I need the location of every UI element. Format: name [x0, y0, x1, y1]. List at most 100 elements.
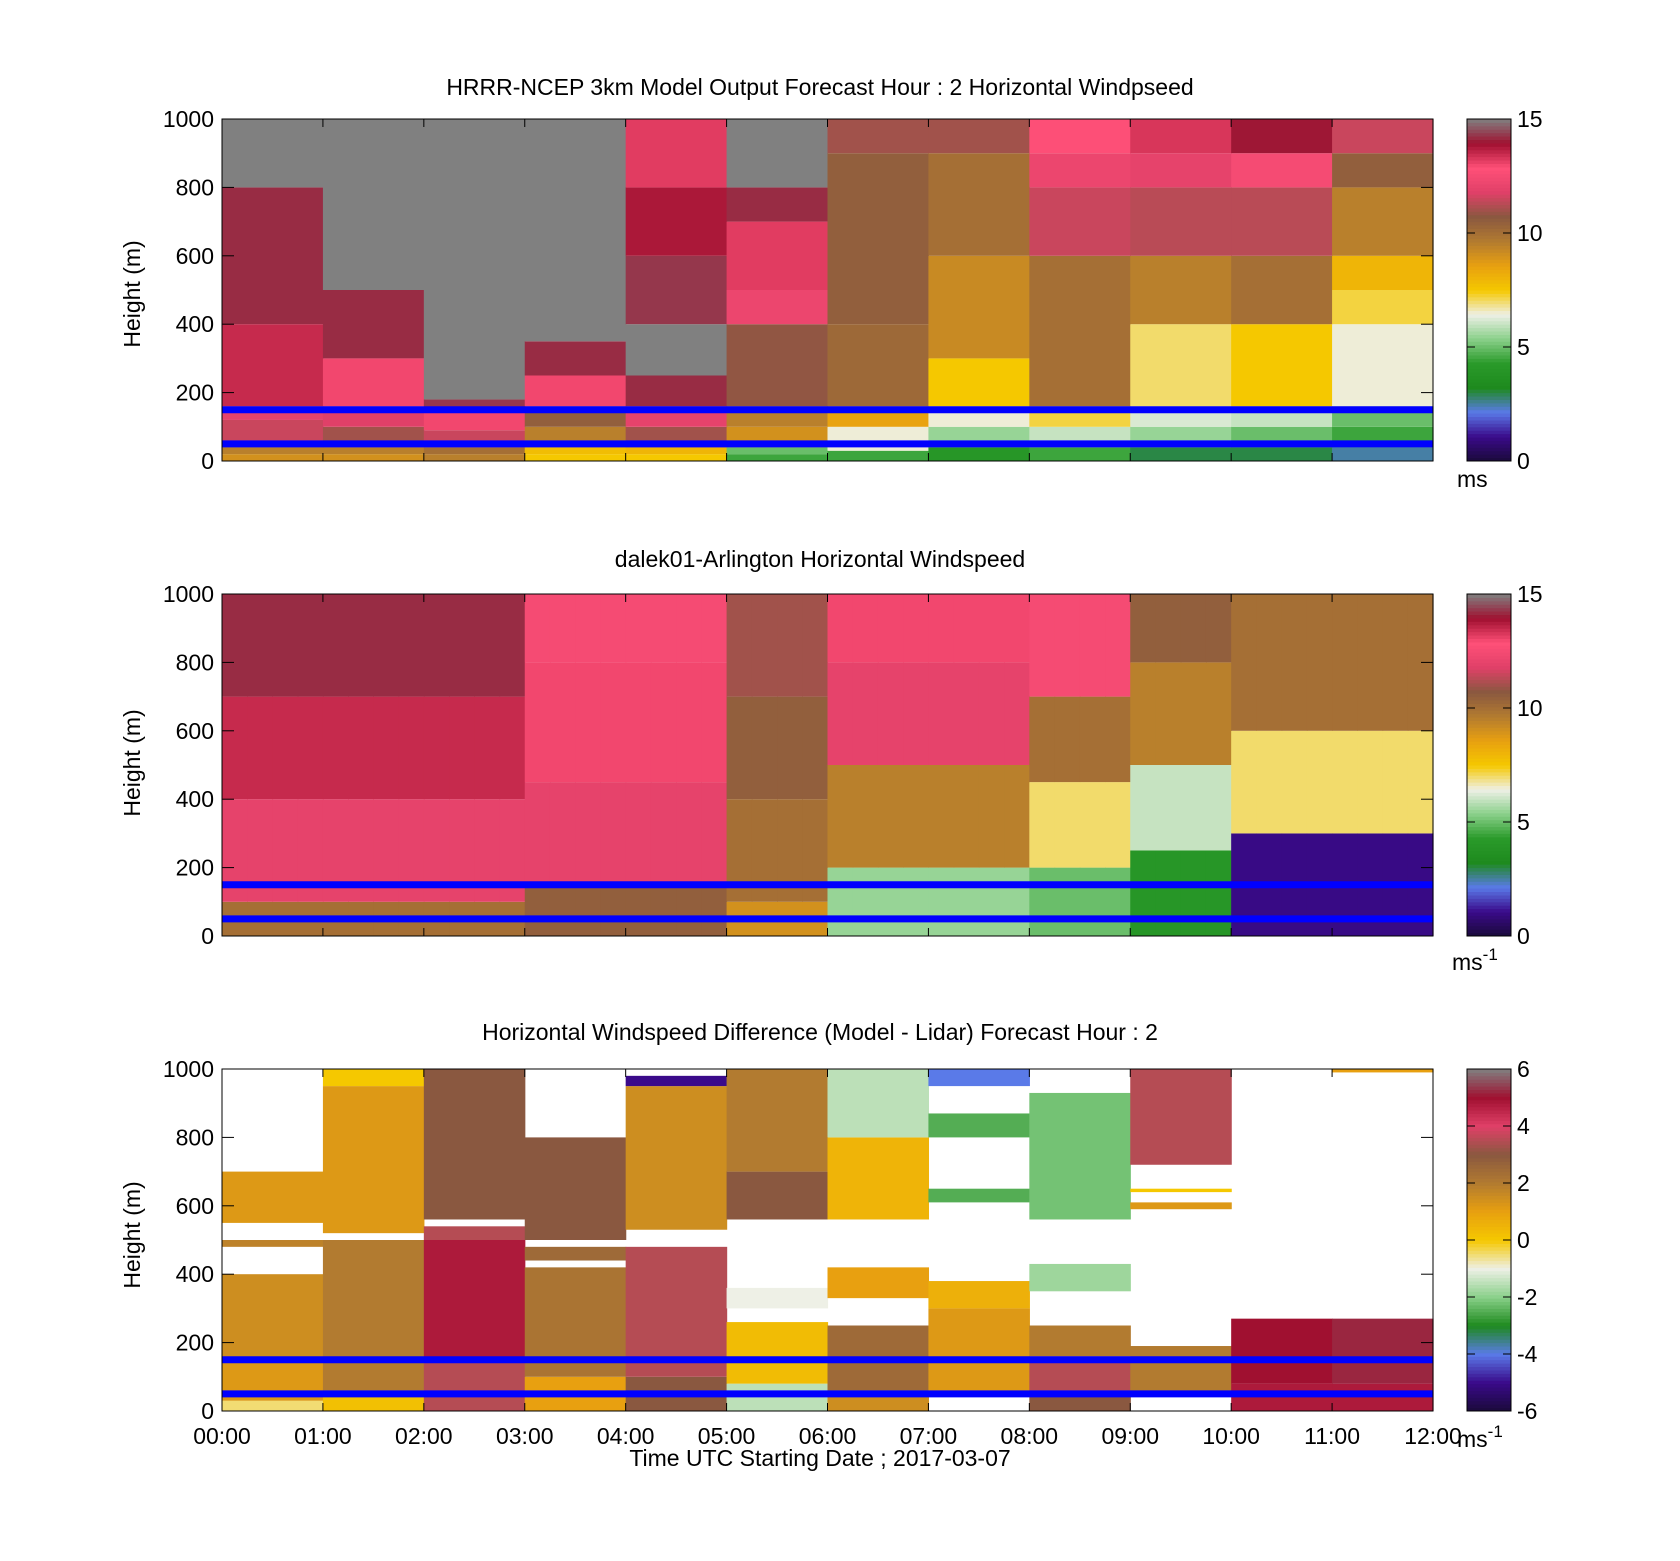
panel1-colorbar-swatch	[1467, 327, 1511, 332]
panel3-cell	[322, 1086, 425, 1234]
panel1-cell	[222, 324, 324, 407]
panel3-colorbar-swatch	[1467, 1380, 1511, 1385]
panel1-cell	[827, 119, 930, 154]
panel2-colorbar-swatch	[1467, 881, 1511, 886]
panel2-colorbar-swatch	[1467, 929, 1511, 934]
panel2-cell	[1079, 696, 1106, 783]
panel2-colorbar-swatch	[1467, 717, 1511, 722]
panel2-colorbar-swatch	[1467, 693, 1511, 698]
panel3-colorbar-swatch	[1467, 1123, 1511, 1128]
panel3-colorbar-swatch	[1467, 1147, 1511, 1152]
panel2-colorbar-swatch	[1467, 891, 1511, 896]
panel3-ytick-label: 0	[201, 1398, 214, 1424]
panel3-colorbar-swatch	[1467, 1171, 1511, 1176]
panel2-colorbar-swatch	[1467, 604, 1511, 609]
panel2-cell	[1079, 867, 1106, 936]
panel3-colorbar-swatch	[1467, 1332, 1511, 1337]
panel2-colorbar-swatch	[1467, 751, 1511, 756]
panel3-ytick-label: 800	[176, 1124, 214, 1150]
panel3-colorbar-swatch	[1467, 1089, 1511, 1094]
panel2-colorbar-swatch	[1467, 765, 1511, 769]
panel1-cell	[1231, 447, 1333, 461]
panel2-cell	[625, 662, 652, 783]
panel1-colorbar-swatch	[1467, 132, 1511, 137]
panel1-cell	[1332, 447, 1434, 461]
panel2-cell	[1105, 782, 1131, 868]
panel1-colorbar-swatch	[1467, 402, 1511, 407]
panel1-cell	[524, 375, 627, 407]
panel2-colorbar-swatch	[1467, 918, 1511, 923]
panel3-cell	[928, 1188, 1030, 1203]
panel1-colorbar-swatch	[1467, 211, 1511, 216]
panel3-cell	[222, 1274, 324, 1360]
panel1-colorbar-swatch	[1467, 293, 1511, 298]
panel3-ytick-label: 200	[176, 1330, 214, 1356]
panel1-colorbar-swatch	[1467, 413, 1511, 418]
panel2-colorbar-swatch	[1467, 884, 1511, 889]
panel2-colorbar-swatch	[1467, 648, 1511, 653]
panel2-cell	[1281, 730, 1308, 834]
panel2-cell	[600, 782, 627, 885]
panel3-xtick-label: 01:00	[294, 1423, 352, 1449]
panel2-cell	[676, 884, 702, 936]
panel3-xtick-label: 00:00	[193, 1423, 251, 1449]
panel1-cell	[827, 450, 930, 461]
panel1-colorbar-swatch	[1467, 290, 1511, 294]
panel2-cell	[827, 867, 854, 936]
panel3-colorbar-swatch	[1467, 1311, 1511, 1316]
panel2-colorbar-swatch	[1467, 867, 1511, 872]
panel3-colorbar-swatch	[1467, 1181, 1511, 1186]
panel2-cell	[1306, 594, 1333, 731]
panel2-colorbar-swatch	[1467, 915, 1511, 920]
panel2-cell	[474, 696, 501, 800]
panel1-colorbar-swatch	[1467, 320, 1511, 325]
panel1-colorbar-swatch	[1467, 160, 1511, 164]
panel1-colorbar-swatch	[1467, 296, 1511, 301]
panel2-colorbar-swatch	[1467, 624, 1511, 629]
panel3-colorbar-tick-label: 0	[1517, 1227, 1530, 1253]
panel1-colorbar-swatch	[1467, 266, 1511, 270]
panel2-colorbar-swatch	[1467, 874, 1511, 879]
panel3-colorbar-swatch	[1467, 1229, 1511, 1234]
panel2-colorbar-swatch	[1467, 871, 1511, 875]
panel2-cell	[1155, 850, 1182, 936]
panel2-cell	[953, 867, 980, 936]
panel2-cell	[600, 884, 627, 936]
panel1-colorbar-swatch	[1467, 300, 1511, 305]
panel3-heatmap: 0 200 400 600 800 1000 00:00 01:00 02:00 03:00 04:…	[163, 1056, 1462, 1449]
panel2-cell	[676, 782, 702, 885]
panel1-colorbar-swatch	[1467, 437, 1511, 441]
panel2-cell	[650, 884, 677, 936]
panel2-cell	[903, 765, 930, 868]
panel1-colorbar-swatch	[1467, 119, 1511, 123]
panel1-colorbar-swatch	[1467, 307, 1511, 312]
panel2-ytick-label: 800	[176, 649, 214, 675]
panel1-colorbar-swatch	[1467, 450, 1511, 455]
panel1-cell	[726, 221, 829, 290]
panel3-cell	[322, 1240, 425, 1391]
panel1-colorbar-swatch	[1467, 344, 1511, 349]
panel3-colorbar-swatch	[1467, 1287, 1511, 1292]
panel3-colorbar-swatch	[1467, 1260, 1511, 1265]
panel3-colorbar-tick-label: 4	[1517, 1113, 1530, 1139]
panel1-cell	[1130, 255, 1232, 325]
panel3-colorbar-swatch	[1467, 1154, 1511, 1159]
panel1-cell	[1332, 290, 1434, 325]
panel3-colorbar-swatch	[1467, 1346, 1511, 1350]
panel2-colorbar-swatch	[1467, 614, 1511, 619]
panel1-ytick-label: 200	[176, 380, 214, 406]
panel2-cell	[1231, 730, 1257, 834]
panel1-cell	[928, 358, 1030, 407]
panel3-colorbar-swatch	[1467, 1270, 1511, 1275]
panel3-colorbar-swatch	[1467, 1274, 1511, 1279]
panel3-colorbar-swatch	[1467, 1168, 1511, 1173]
panel1-cell	[222, 447, 324, 455]
panel2-cell	[1180, 765, 1207, 851]
panel2-cell	[751, 594, 778, 697]
panel1-cell	[1332, 119, 1434, 154]
panel3-colorbar-swatch	[1467, 1373, 1511, 1378]
panel2-colorbar-swatch	[1467, 761, 1511, 766]
panel1-cell	[322, 358, 425, 407]
panel3-cell	[726, 1287, 829, 1309]
panel2-cell	[903, 662, 930, 765]
